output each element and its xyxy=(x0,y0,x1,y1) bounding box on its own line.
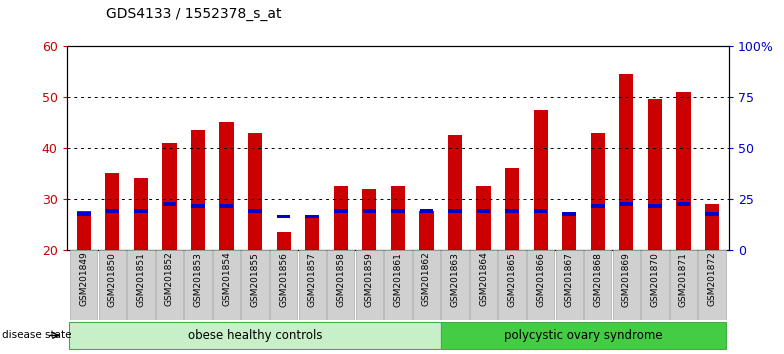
Text: GSM201870: GSM201870 xyxy=(651,252,659,307)
Text: GSM201850: GSM201850 xyxy=(108,252,117,307)
Bar xyxy=(677,92,691,250)
Bar xyxy=(477,210,490,213)
Text: GDS4133 / 1552378_s_at: GDS4133 / 1552378_s_at xyxy=(106,7,281,21)
FancyBboxPatch shape xyxy=(270,250,297,320)
Bar xyxy=(648,204,662,208)
Text: GSM201854: GSM201854 xyxy=(222,252,231,307)
Text: GSM201855: GSM201855 xyxy=(251,252,260,307)
Bar xyxy=(77,211,91,250)
Text: GSM201865: GSM201865 xyxy=(507,252,517,307)
Bar xyxy=(162,202,176,206)
Text: obese healthy controls: obese healthy controls xyxy=(188,329,322,342)
FancyBboxPatch shape xyxy=(670,250,697,320)
FancyBboxPatch shape xyxy=(384,250,412,320)
Text: GSM201849: GSM201849 xyxy=(79,252,89,307)
FancyBboxPatch shape xyxy=(584,250,612,320)
Text: GSM201856: GSM201856 xyxy=(279,252,289,307)
Bar xyxy=(590,132,605,250)
Text: disease state: disease state xyxy=(2,330,71,341)
Text: GSM201851: GSM201851 xyxy=(136,252,145,307)
Text: GSM201858: GSM201858 xyxy=(336,252,345,307)
FancyBboxPatch shape xyxy=(527,250,554,320)
Text: GSM201872: GSM201872 xyxy=(707,252,717,307)
FancyBboxPatch shape xyxy=(299,250,326,320)
FancyBboxPatch shape xyxy=(612,250,640,320)
FancyBboxPatch shape xyxy=(556,250,583,320)
FancyBboxPatch shape xyxy=(641,250,669,320)
FancyBboxPatch shape xyxy=(184,250,212,320)
Text: GSM201852: GSM201852 xyxy=(165,252,174,307)
Bar xyxy=(248,132,262,250)
Bar xyxy=(390,186,405,250)
Bar xyxy=(705,204,719,250)
Bar xyxy=(334,210,347,213)
FancyBboxPatch shape xyxy=(441,321,726,349)
Bar xyxy=(306,215,319,218)
FancyBboxPatch shape xyxy=(699,250,726,320)
Bar xyxy=(362,210,376,213)
Bar xyxy=(477,186,491,250)
Bar xyxy=(419,210,434,213)
Bar xyxy=(534,210,547,213)
Text: GSM201857: GSM201857 xyxy=(307,252,317,307)
Bar xyxy=(220,204,234,208)
Text: GSM201853: GSM201853 xyxy=(194,252,202,307)
Bar xyxy=(391,210,405,213)
Text: polycystic ovary syndrome: polycystic ovary syndrome xyxy=(504,329,662,342)
FancyBboxPatch shape xyxy=(499,250,526,320)
FancyBboxPatch shape xyxy=(241,250,269,320)
Text: GSM201859: GSM201859 xyxy=(365,252,374,307)
Bar xyxy=(334,186,348,250)
Bar xyxy=(562,212,576,216)
Bar xyxy=(448,210,462,213)
Text: GSM201861: GSM201861 xyxy=(394,252,402,307)
FancyBboxPatch shape xyxy=(212,250,240,320)
Text: GSM201866: GSM201866 xyxy=(536,252,545,307)
FancyBboxPatch shape xyxy=(412,250,440,320)
Bar xyxy=(249,210,262,213)
Bar xyxy=(362,189,376,250)
Text: GSM201863: GSM201863 xyxy=(451,252,459,307)
Text: GSM201868: GSM201868 xyxy=(593,252,602,307)
Bar xyxy=(277,215,290,218)
Bar xyxy=(648,99,662,250)
Bar xyxy=(134,178,148,250)
Bar xyxy=(106,210,119,213)
Bar xyxy=(534,110,548,250)
Text: GSM201867: GSM201867 xyxy=(564,252,574,307)
FancyBboxPatch shape xyxy=(327,250,354,320)
Bar xyxy=(419,211,434,250)
Text: GSM201869: GSM201869 xyxy=(622,252,631,307)
Bar xyxy=(619,202,633,206)
FancyBboxPatch shape xyxy=(356,250,383,320)
Bar xyxy=(619,74,633,250)
Bar xyxy=(277,232,291,250)
Bar xyxy=(705,212,719,216)
FancyBboxPatch shape xyxy=(127,250,154,320)
Bar xyxy=(162,143,176,250)
Bar xyxy=(77,212,91,216)
Text: GSM201864: GSM201864 xyxy=(479,252,488,307)
Text: GSM201871: GSM201871 xyxy=(679,252,688,307)
Bar xyxy=(591,204,604,208)
Bar xyxy=(505,168,519,250)
Bar xyxy=(677,202,690,206)
Bar xyxy=(191,130,205,250)
FancyBboxPatch shape xyxy=(156,250,183,320)
FancyBboxPatch shape xyxy=(70,250,97,320)
Text: GSM201862: GSM201862 xyxy=(422,252,431,307)
Bar xyxy=(506,210,519,213)
Bar xyxy=(220,122,234,250)
Bar xyxy=(134,210,147,213)
FancyBboxPatch shape xyxy=(441,250,469,320)
Bar xyxy=(562,214,576,250)
Bar xyxy=(448,135,462,250)
Bar xyxy=(191,204,205,208)
FancyBboxPatch shape xyxy=(99,250,126,320)
FancyBboxPatch shape xyxy=(70,321,441,349)
FancyBboxPatch shape xyxy=(470,250,497,320)
Bar xyxy=(305,217,319,250)
Bar xyxy=(105,173,119,250)
